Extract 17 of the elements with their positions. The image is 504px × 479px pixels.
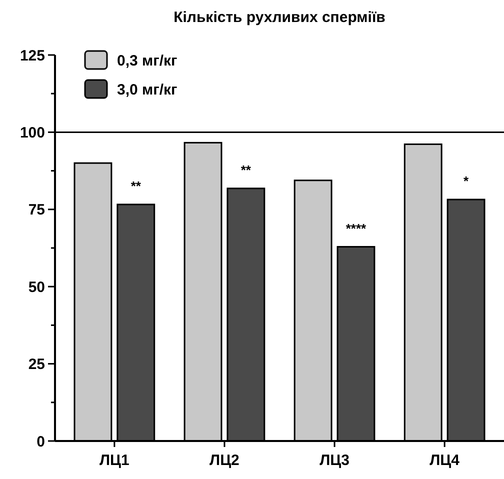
annotation: * <box>464 174 470 189</box>
annotation: ** <box>130 178 142 194</box>
x-tick-label: ЛЦ2 <box>210 452 240 469</box>
y-tick-label: 25 <box>28 356 45 374</box>
y-tick-label: 0 <box>36 433 45 450</box>
y-tick-label: 50 <box>28 278 45 296</box>
legend-label: 0,3 мг/кг <box>117 52 178 70</box>
y-tick-label: 125 <box>20 47 45 64</box>
y-tick-label: 100 <box>20 124 45 142</box>
annotation: **** <box>346 220 368 236</box>
x-tick-label: ЛЦ3 <box>320 452 350 469</box>
annotation: ** <box>240 162 252 178</box>
y-tick-label: 75 <box>28 202 45 219</box>
x-tick-label: ЛЦ1 <box>100 452 130 469</box>
x-tick-label: ЛЦ4 <box>430 452 460 469</box>
legend-label: 3,0 мг/кг <box>117 81 178 98</box>
chart-title: Кількість рухливих сперміїв <box>174 9 386 26</box>
